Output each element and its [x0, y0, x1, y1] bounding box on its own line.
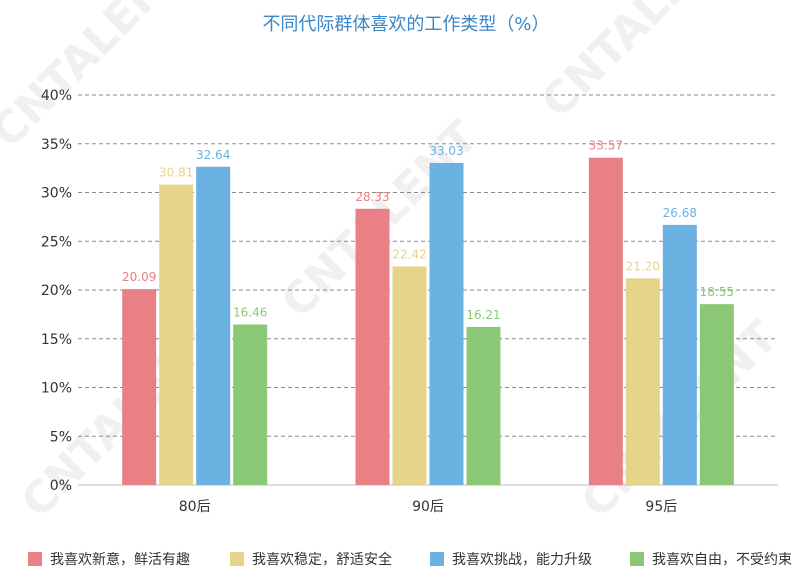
legend-label: 我喜欢新意，鲜活有趣 [50, 551, 190, 568]
bars [122, 157, 734, 486]
bar-value-label: 16.46 [233, 306, 267, 320]
chart-title: 不同代际群体喜欢的工作类型（%） [262, 14, 549, 35]
bar [392, 266, 427, 485]
bar-value-label: 26.68 [663, 206, 697, 220]
y-tick-label: 25% [41, 234, 72, 250]
bar [699, 304, 734, 485]
x-tick-label: 95后 [645, 499, 677, 515]
legend-swatch [630, 552, 644, 566]
bar [466, 326, 501, 485]
bar-value-label: 32.64 [196, 148, 230, 162]
x-tick-label: 90后 [412, 499, 444, 515]
bar [355, 208, 390, 485]
bar [196, 166, 231, 485]
bar-value-label: 21.20 [626, 259, 660, 273]
y-tick-label: 0% [50, 478, 72, 494]
bar-value-label: 33.03 [429, 144, 463, 158]
bar [588, 157, 623, 485]
grid-lines [78, 94, 778, 486]
watermark-text: CNTALENT [0, 0, 198, 158]
x-axis-ticks: 80后 90后 95后 [179, 499, 677, 515]
bar-value-label: 28.33 [355, 190, 389, 204]
y-tick-label: 15% [41, 332, 72, 348]
legend-swatch [28, 552, 42, 566]
legend-label: 我喜欢自由，不受约束 [652, 552, 792, 568]
y-axis-ticks: 0% 5% 10% 15% 20% 25% 30% 35% 40% [41, 88, 72, 494]
bar-value-label: 16.21 [466, 308, 500, 322]
bar-value-label: 33.57 [589, 139, 623, 153]
y-tick-label: 40% [41, 88, 72, 104]
legend-swatch [230, 552, 244, 566]
legend-swatch [430, 552, 444, 566]
bar [233, 324, 268, 485]
bar-value-label: 22.42 [392, 247, 426, 261]
bar [159, 184, 194, 486]
y-tick-label: 10% [41, 381, 72, 397]
bar-value-label: 30.81 [159, 166, 193, 180]
bar [662, 224, 697, 485]
bar [429, 162, 464, 485]
legend-label: 我喜欢挑战，能力升级 [452, 552, 592, 568]
y-tick-label: 5% [50, 429, 72, 445]
y-tick-label: 20% [41, 283, 72, 299]
bar-value-label: 20.09 [122, 270, 156, 284]
y-tick-label: 30% [41, 186, 72, 202]
watermark-text: CNTALENT [532, 0, 748, 128]
legend: 我喜欢新意，鲜活有趣 我喜欢稳定，舒适安全 我喜欢挑战，能力升级 我喜欢自由，不受约束 [28, 551, 792, 568]
bar [625, 278, 660, 485]
x-tick-label: 80后 [179, 499, 211, 515]
y-tick-label: 35% [41, 137, 72, 153]
bar [122, 289, 157, 485]
bar-value-label: 18.55 [700, 285, 734, 299]
legend-label: 我喜欢稳定，舒适安全 [252, 551, 392, 568]
